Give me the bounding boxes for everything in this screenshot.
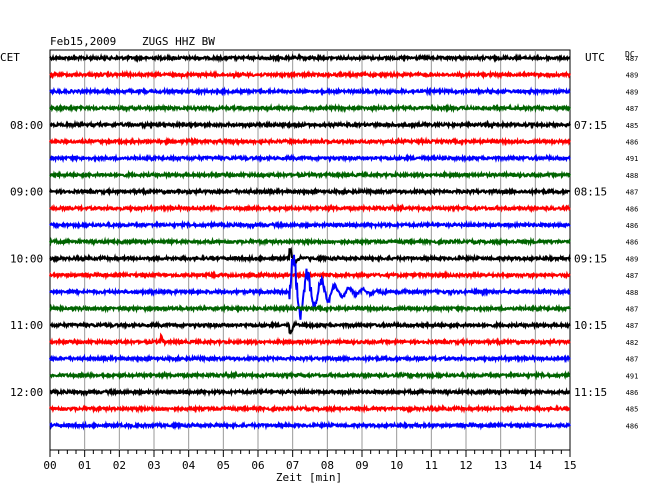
x-tick-label: 03 <box>147 459 160 472</box>
x-axis: 00 01 02 03 04 05 06 07 08 09 10 11 12 13 14 15 <box>43 450 577 472</box>
x-tick-label: 04 <box>182 459 196 472</box>
x-tick-label: 05 <box>217 459 230 472</box>
right-hour-label: 07:15 <box>574 119 607 132</box>
dc-value: 482 <box>626 339 639 347</box>
trace-row-8 <box>49 186 571 197</box>
dc-value: 491 <box>626 372 639 380</box>
trace-row-19 <box>49 370 571 381</box>
grid <box>49 49 571 451</box>
left-timezone-label: CET <box>0 51 20 64</box>
trace-row-18 <box>49 353 571 364</box>
dc-value: 486 <box>626 389 639 397</box>
trace-row-0 <box>49 52 571 64</box>
dc-value: 486 <box>626 239 639 247</box>
x-tick-label: 06 <box>251 459 264 472</box>
dc-value: 487 <box>626 272 639 280</box>
dc-value: 488 <box>626 172 639 180</box>
right-hour-label: 11:15 <box>574 386 607 399</box>
left-hour-label: 08:00 <box>10 119 43 132</box>
right-hour-label: 10:15 <box>574 319 607 332</box>
dc-value: 489 <box>626 72 639 80</box>
right-timezone-label: UTC <box>585 51 605 64</box>
dc-value: 487 <box>626 189 639 197</box>
x-tick-label: 11 <box>425 459 438 472</box>
x-tick-label: 10 <box>390 459 403 472</box>
dc-value: 487 <box>626 105 639 113</box>
x-axis-label: Zeit [min] <box>276 471 342 484</box>
dc-label: DC <box>625 50 635 59</box>
dc-value: 486 <box>626 422 639 430</box>
trace-row-21 <box>49 403 571 414</box>
trace-row-2 <box>49 86 571 97</box>
header-station: ZUGS HHZ BW <box>142 35 215 48</box>
x-tick-label: 01 <box>78 459 91 472</box>
trace-row-11 <box>49 236 571 247</box>
dc-value: 491 <box>626 155 639 163</box>
x-tick-label: 14 <box>529 459 543 472</box>
trace-row-9 <box>49 203 571 214</box>
row-labels: 487 489 489 487 485 486 491 488 487 486 486 486 489 4… <box>10 55 638 430</box>
trace-row-12 <box>49 246 571 265</box>
x-tick-label: 00 <box>43 459 56 472</box>
left-hour-label: 12:00 <box>10 386 43 399</box>
x-tick-label: 12 <box>459 459 472 472</box>
x-tick-label: 08 <box>321 459 334 472</box>
trace-row-5 <box>49 136 571 147</box>
trace-row-3 <box>49 103 571 114</box>
right-hour-label: 09:15 <box>574 252 607 265</box>
trace-row-10 <box>49 219 571 231</box>
trace-row-22 <box>49 420 571 431</box>
dc-value: 487 <box>626 306 639 314</box>
dc-value: 485 <box>626 406 639 414</box>
dc-value: 487 <box>626 55 639 63</box>
left-hour-label: 10:00 <box>10 252 43 265</box>
dc-value: 489 <box>626 255 639 263</box>
x-tick-label: 15 <box>563 459 576 472</box>
dc-value: 486 <box>626 205 639 213</box>
x-tick-label: 02 <box>113 459 126 472</box>
dc-value: 486 <box>626 222 639 230</box>
left-hour-label: 11:00 <box>10 319 43 332</box>
x-tick-label: 09 <box>355 459 368 472</box>
trace-row-6 <box>49 153 571 164</box>
trace-row-20 <box>49 386 571 398</box>
dc-value: 486 <box>626 139 639 147</box>
trace-row-14 <box>49 254 571 320</box>
header-date: Feb15,2009 <box>50 35 116 48</box>
dc-value: 488 <box>626 289 639 297</box>
dc-value: 487 <box>626 322 639 330</box>
traces <box>49 52 571 431</box>
trace-row-17 <box>49 332 571 348</box>
x-tick-label: 13 <box>494 459 507 472</box>
dc-value: 485 <box>626 122 639 130</box>
x-tick-label: 07 <box>286 459 299 472</box>
trace-row-15 <box>49 303 571 314</box>
trace-row-7 <box>49 169 571 181</box>
dc-value: 489 <box>626 88 639 96</box>
trace-row-16 <box>49 319 571 335</box>
right-hour-label: 08:15 <box>574 186 607 199</box>
left-hour-label: 09:00 <box>10 186 43 199</box>
trace-row-4 <box>49 119 571 131</box>
trace-row-1 <box>49 69 571 80</box>
dc-value: 487 <box>626 356 639 364</box>
